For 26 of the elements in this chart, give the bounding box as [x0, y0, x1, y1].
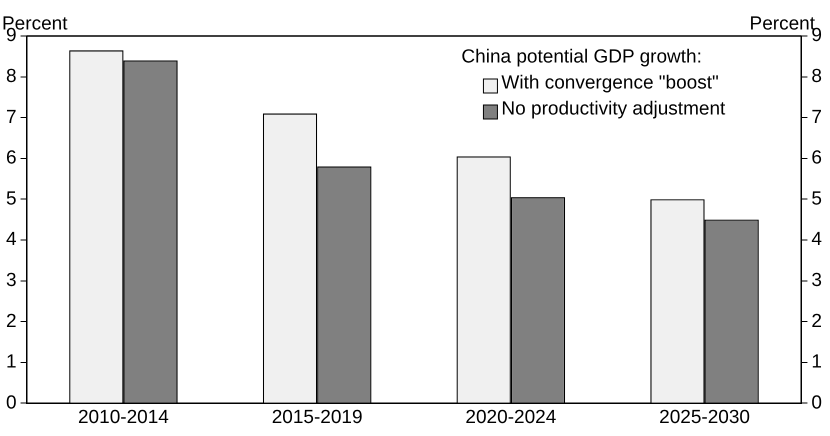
x-tick-label: 2010-2014: [78, 406, 170, 428]
y2-tick-label: 2: [811, 310, 822, 332]
y-tick-label: 4: [6, 229, 17, 250]
y-tick-label: 9: [6, 25, 17, 46]
legend-label: With convergence "boost": [501, 72, 719, 94]
y-tick-label: 7: [6, 106, 17, 128]
y-tick-label: 0: [6, 392, 17, 414]
y-tick-label: 2: [6, 310, 17, 332]
y2-tick-label: 1: [811, 352, 822, 373]
y2-tick-label: 8: [811, 66, 822, 88]
y-tick-label: 1: [6, 352, 17, 373]
y2-tick-label: 6: [811, 148, 822, 169]
legend-title: China potential GDP growth:: [461, 46, 702, 68]
x-tick-label: 2020-2024: [465, 406, 557, 428]
x-tick-label: 2025-2030: [659, 406, 750, 428]
y-tick-label: 3: [6, 270, 17, 292]
legend-label: No productivity adjustment: [501, 98, 726, 120]
y2-tick-label: 5: [811, 188, 822, 210]
y-tick-label: 5: [6, 188, 17, 210]
y-tick-label: 8: [6, 66, 17, 88]
y2-tick-label: 0: [811, 392, 822, 414]
y-tick-label: 6: [6, 148, 17, 169]
x-tick-label: 2015-2019: [272, 406, 363, 428]
y2-tick-label: 3: [811, 270, 822, 292]
y2-tick-label: 7: [811, 106, 822, 128]
y2-tick-label: 4: [811, 229, 822, 250]
